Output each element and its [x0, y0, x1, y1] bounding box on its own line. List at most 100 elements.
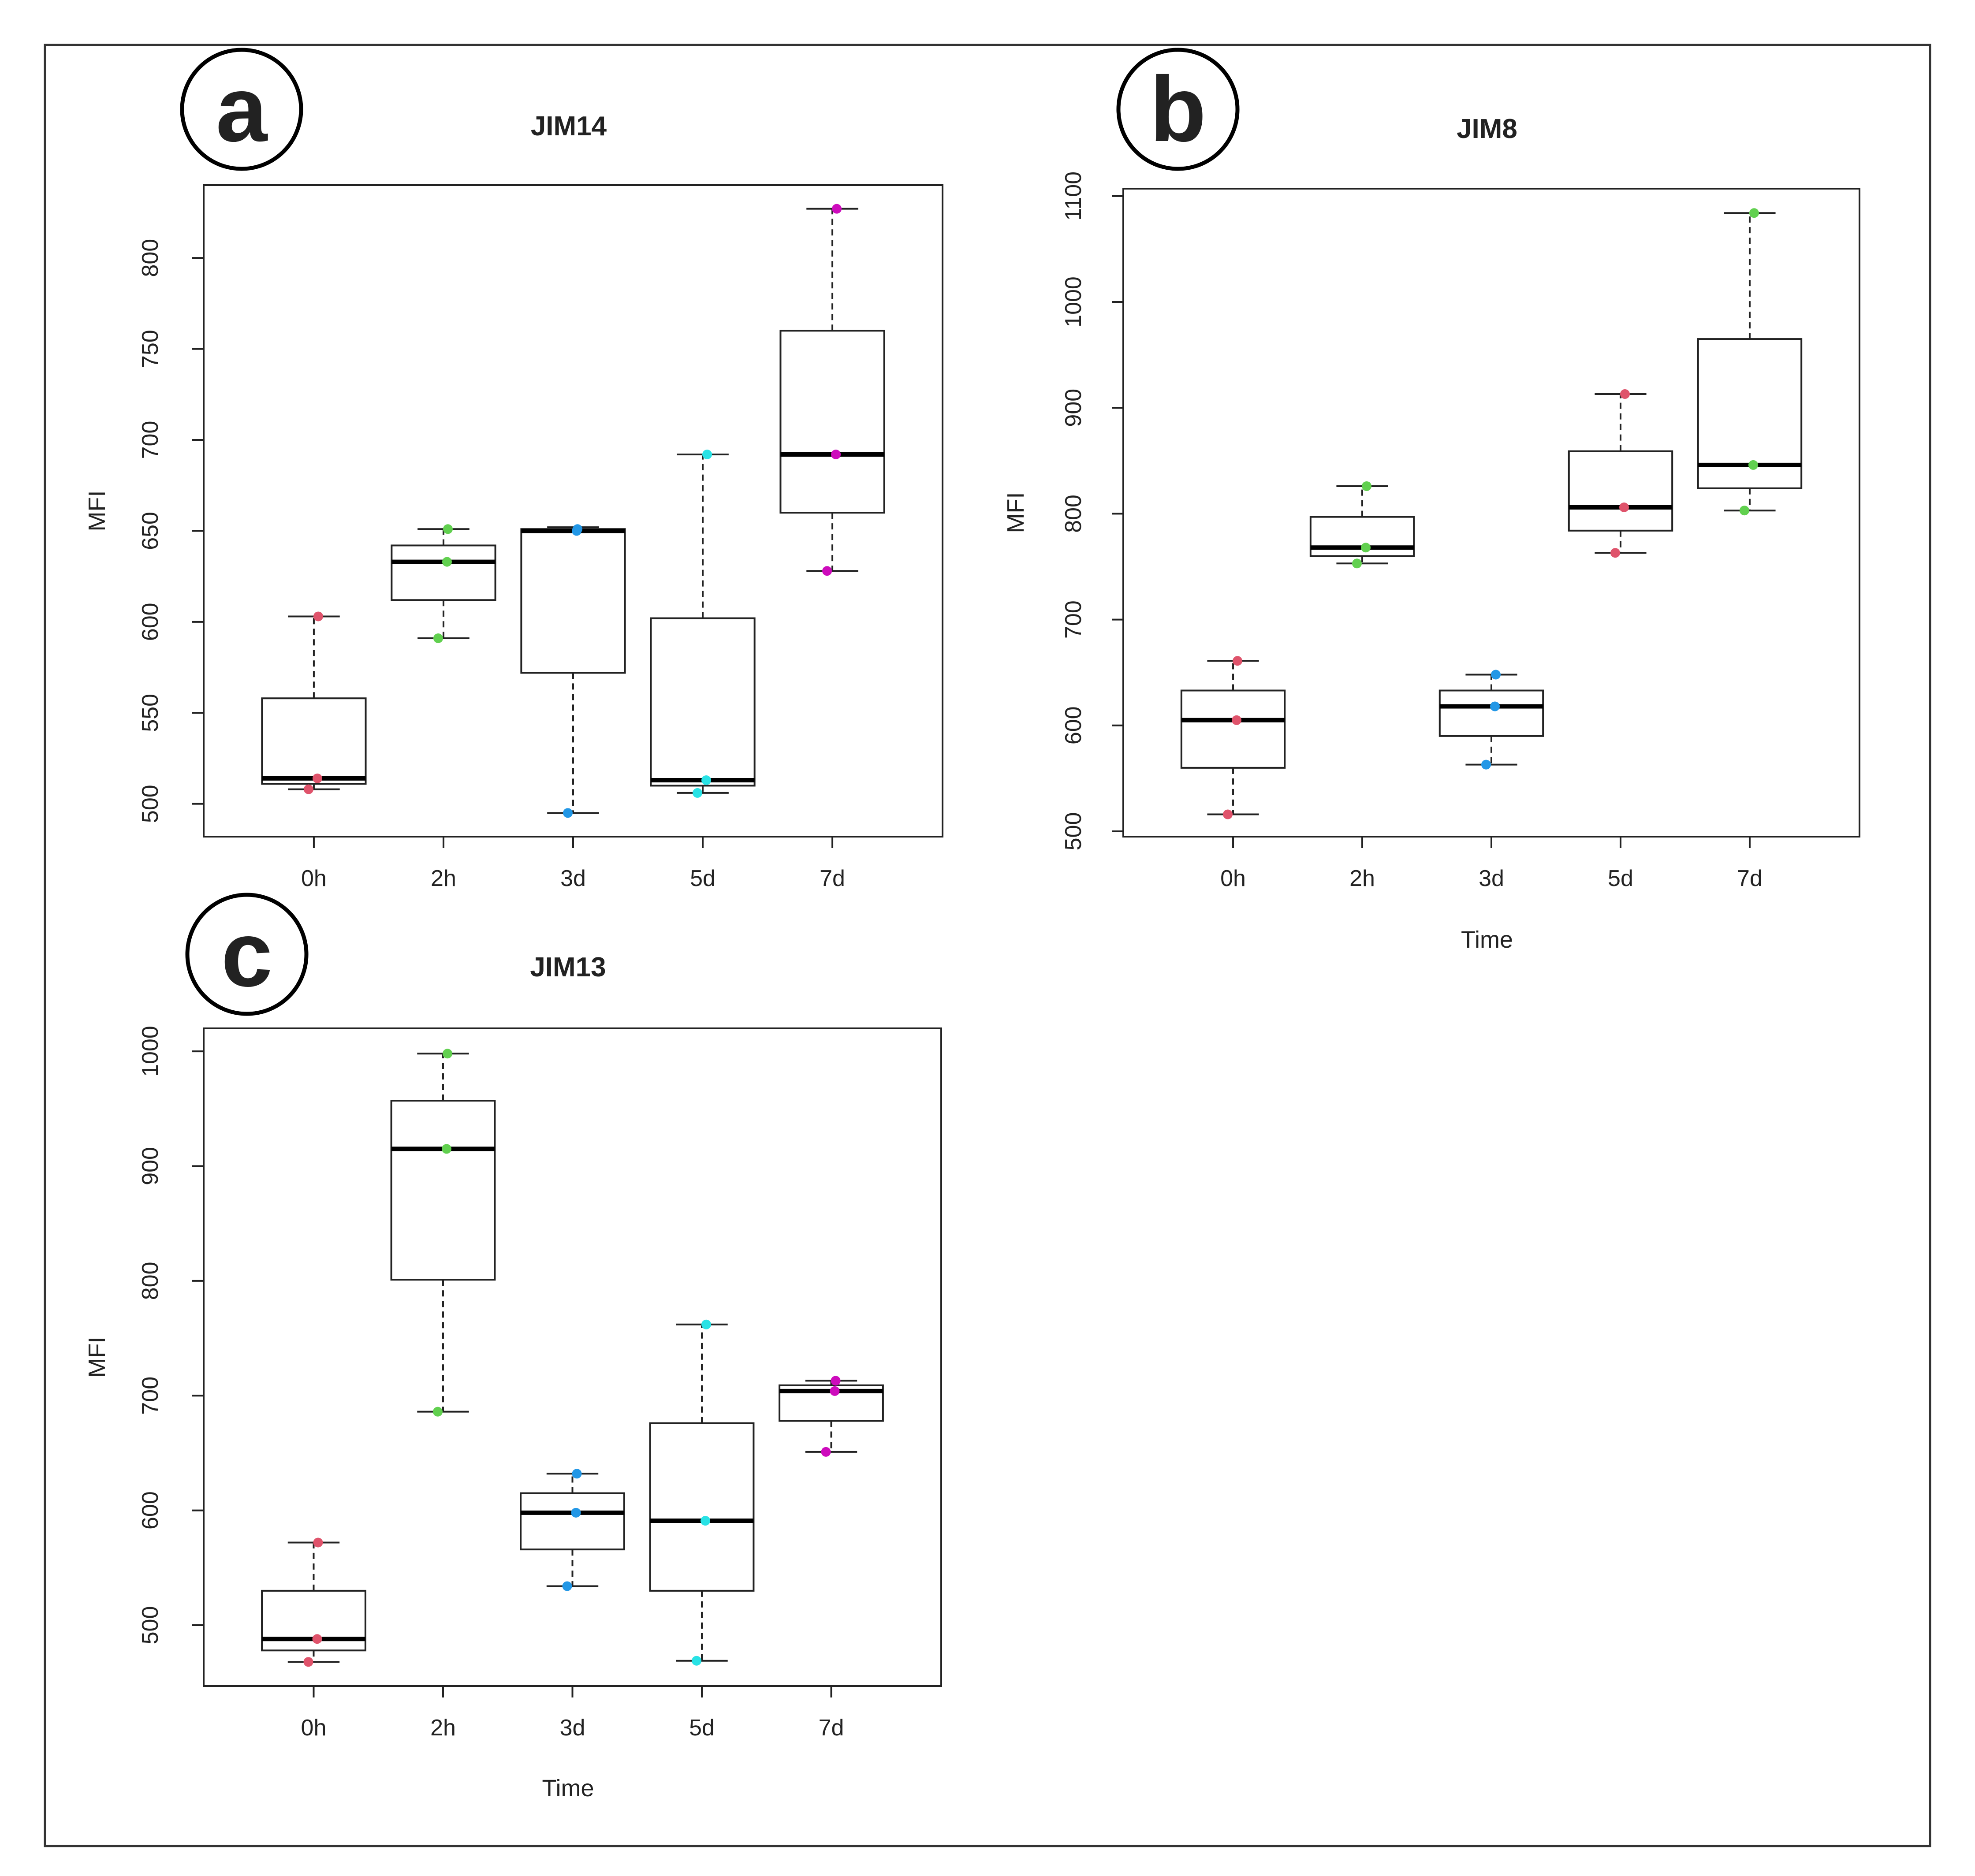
data-point — [1490, 701, 1500, 711]
data-point — [313, 1537, 323, 1548]
y-tick-label: 550 — [138, 694, 163, 732]
data-point — [1739, 506, 1749, 516]
box-iqr — [520, 528, 626, 674]
box-3d — [1438, 670, 1544, 770]
y-tick-label: 700 — [138, 421, 163, 459]
panel-title: JIM13 — [530, 952, 606, 983]
box-iqr — [649, 1422, 755, 1592]
data-point — [1610, 548, 1620, 558]
panel-c: c JIM13 500 600 700 800 900 1000 MFI 0h 2h 3d 5d 7d Ti… — [84, 893, 942, 1802]
box-iqr — [261, 697, 367, 785]
y-tick-label: 800 — [138, 1262, 163, 1300]
box-iqr — [779, 330, 885, 514]
y-axis-label: MFI — [84, 1337, 110, 1378]
y-axis-label: MFI — [84, 491, 110, 532]
y-tick-label: 600 — [138, 1491, 163, 1530]
data-point — [1362, 481, 1372, 491]
box-2h — [390, 1049, 496, 1417]
box-5d — [650, 450, 756, 798]
y-tick-label: 500 — [138, 1606, 163, 1645]
data-point — [433, 633, 443, 643]
box-3d — [520, 524, 626, 818]
data-point — [1491, 670, 1501, 680]
data-point — [1223, 809, 1233, 819]
y-tick-label: 900 — [1061, 389, 1086, 427]
data-point — [1620, 389, 1630, 399]
data-point — [1619, 502, 1629, 512]
y-tick-label: 1000 — [1061, 276, 1086, 328]
data-point — [313, 611, 323, 622]
y-tick-label: 500 — [138, 785, 163, 823]
data-point — [832, 204, 842, 214]
x-tick-label: 7d — [820, 866, 845, 891]
x-tick-label: 7d — [1737, 866, 1763, 891]
box-2h — [391, 524, 496, 643]
data-point — [571, 1508, 581, 1518]
figure-frame — [44, 44, 1931, 1847]
data-point — [312, 1634, 322, 1644]
x-tick-label: 2h — [430, 1715, 456, 1741]
panel-b: b JIM8 500 600 700 800 900 1000 1100 MFI 0h 2h 3d 5d 7… — [1002, 48, 1860, 953]
y-axis-label: MFI — [1002, 492, 1029, 533]
data-point — [1352, 558, 1362, 569]
data-point — [692, 1656, 702, 1666]
x-tick-label: 0h — [301, 866, 327, 891]
data-point — [1481, 759, 1491, 770]
data-point — [572, 1469, 582, 1479]
panel-badge-circle — [180, 48, 303, 171]
panel-a: a JIM14 500 550 600 650 700 750 800 MFI 0h 2h 3d 5d 7d — [84, 48, 943, 891]
data-point — [1361, 543, 1371, 553]
y-tick-label: 650 — [138, 512, 163, 550]
data-point — [563, 808, 573, 818]
x-axis-label: Time — [542, 1775, 594, 1802]
box-0h — [261, 611, 367, 794]
x-tick-label: 2h — [431, 866, 456, 891]
x-tick-label: 5d — [1608, 866, 1633, 891]
box-0h — [1180, 656, 1286, 819]
box-3d — [520, 1469, 625, 1591]
data-point — [821, 1447, 831, 1457]
x-tick-label: 5d — [689, 1715, 715, 1741]
box-iqr — [650, 617, 756, 787]
data-point — [442, 1049, 452, 1059]
box-7d — [1697, 208, 1803, 516]
y-tick-label: 500 — [1061, 812, 1086, 851]
y-tick-label: 600 — [1061, 706, 1086, 744]
box-iqr — [1180, 689, 1286, 769]
data-point — [1748, 460, 1758, 470]
box-iqr — [520, 1492, 625, 1551]
box-2h — [1309, 481, 1415, 569]
data-point — [1749, 208, 1759, 218]
data-point — [1232, 715, 1242, 725]
data-point — [822, 566, 832, 576]
x-tick-label: 7d — [819, 1715, 844, 1741]
box-iqr — [391, 544, 496, 601]
data-point — [831, 1376, 841, 1386]
x-tick-label: 3d — [560, 866, 586, 891]
box-7d — [779, 1376, 884, 1457]
data-point — [1233, 656, 1243, 666]
y-tick-label: 800 — [138, 239, 163, 277]
y-tick-label: 800 — [1061, 495, 1086, 533]
panel-title: JIM8 — [1457, 114, 1517, 144]
data-point — [701, 1516, 711, 1526]
box-5d — [649, 1319, 755, 1666]
data-point — [702, 450, 712, 460]
box-iqr — [1568, 450, 1673, 532]
x-tick-label: 5d — [690, 866, 715, 891]
x-tick-label: 2h — [1349, 866, 1375, 891]
data-point — [562, 1581, 572, 1591]
panel-badge-circle — [185, 893, 309, 1016]
y-tick-label: 750 — [138, 330, 163, 368]
box-iqr — [1438, 689, 1544, 737]
data-point — [441, 1144, 451, 1154]
x-tick-label: 0h — [301, 1715, 327, 1741]
data-point — [831, 450, 841, 460]
panel-badge-letter: b — [1150, 57, 1206, 161]
data-point — [303, 1657, 313, 1667]
box-iqr — [390, 1100, 496, 1281]
panel-badge-circle — [1116, 48, 1240, 171]
data-point — [572, 526, 581, 536]
data-point — [442, 557, 452, 567]
